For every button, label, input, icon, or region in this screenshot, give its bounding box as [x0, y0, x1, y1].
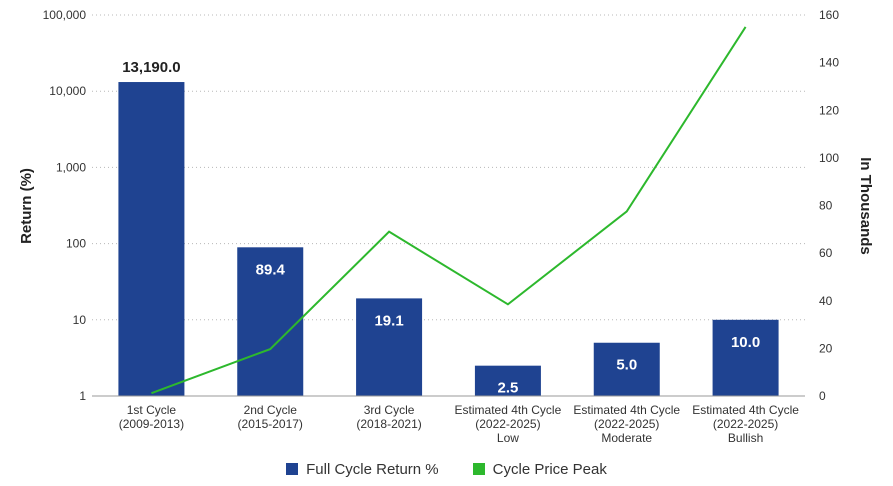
x-tick-label: (2022-2025) — [594, 417, 659, 431]
x-tick-label: Estimated 4th Cycle — [455, 403, 562, 417]
data-label: 2.5 — [497, 380, 518, 397]
legend-swatch-line — [472, 463, 485, 475]
y-left-tick-label: 100,000 — [43, 8, 87, 22]
line-series-path — [151, 26, 747, 395]
x-tick-label: (2009-2013) — [119, 417, 184, 431]
legend: Full Cycle Return % Cycle Price Peak — [0, 458, 893, 480]
x-tick-label: Estimated 4th Cycle — [692, 403, 799, 417]
data-labels: 13,190.0 89.4 19.1 2.5 5.0 10.0 — [122, 59, 760, 397]
legend-item-line[interactable]: Cycle Price Peak — [472, 460, 607, 478]
legend-swatch-bar — [286, 463, 299, 475]
y-right-tick-label: 20 — [819, 341, 833, 355]
x-tick-label: 2nd Cycle — [244, 403, 298, 417]
x-tick-label: (2022-2025) — [475, 417, 540, 431]
y-right-tick-label: 40 — [819, 294, 833, 308]
x-tick-label: (2022-2025) — [713, 417, 778, 431]
data-label: 89.4 — [256, 261, 286, 278]
data-label: 10.0 — [731, 334, 760, 351]
data-label: 5.0 — [616, 357, 637, 374]
y-right-tick-label: 140 — [819, 56, 839, 70]
y-right-tick-label: 160 — [819, 8, 839, 22]
x-tick-label: Low — [497, 431, 519, 445]
x-tick-label: (2015-2017) — [238, 417, 303, 431]
y-left-tick-label: 10 — [73, 313, 87, 327]
y-right-tick-label: 100 — [819, 151, 839, 165]
x-tick-label: 3rd Cycle — [364, 403, 415, 417]
bar — [474, 365, 541, 396]
bar — [118, 82, 185, 396]
gridlines — [92, 14, 805, 321]
y-right-tick-label: 80 — [819, 199, 833, 213]
data-label: 13,190.0 — [122, 59, 180, 76]
bar — [593, 342, 660, 396]
y-left-tick-label: 1 — [79, 389, 86, 403]
x-tick-label: Estimated 4th Cycle — [573, 403, 680, 417]
x-tick-label: Bullish — [728, 431, 763, 445]
x-tick-label: (2018-2021) — [356, 417, 421, 431]
legend-label-line: Cycle Price Peak — [492, 460, 607, 478]
y-left-tick-label: 10,000 — [49, 84, 86, 98]
data-label: 19.1 — [374, 312, 403, 329]
y-right-tick-label: 0 — [819, 389, 826, 403]
legend-label-bar: Full Cycle Return % — [306, 460, 439, 478]
legend-item-bar[interactable]: Full Cycle Return % — [286, 461, 439, 478]
y-axis-right-title: In Thousands — [857, 157, 874, 255]
y-right-tick-label: 60 — [819, 246, 833, 260]
x-tick-label: 1st Cycle — [127, 403, 177, 417]
bar — [712, 319, 779, 396]
chart-plot: 13,190.0 89.4 19.1 2.5 5.0 10.0 1 10 100 1,000 10… — [18, 8, 874, 445]
y-right-tick-label: 120 — [819, 103, 839, 117]
axes: 1 10 100 1,000 10,000 100,000 0 20 40 60 80 100 120 1… — [43, 8, 840, 445]
y-left-tick-label: 1,000 — [56, 160, 86, 174]
x-tick-label: Moderate — [601, 431, 652, 445]
line-series — [151, 26, 747, 395]
bar — [237, 247, 304, 396]
y-left-tick-label: 100 — [66, 237, 86, 251]
y-axis-left-title: Return (%) — [18, 168, 35, 244]
bar-series — [118, 82, 779, 396]
bar — [356, 298, 423, 396]
